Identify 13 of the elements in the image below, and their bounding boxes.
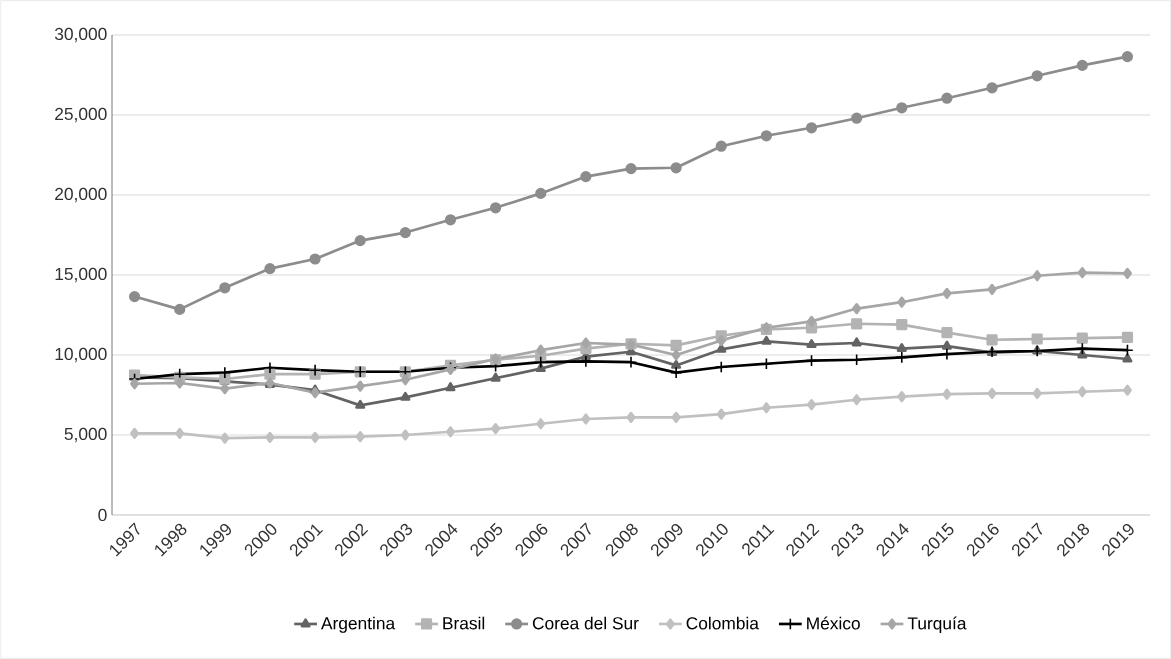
- legend-label: Argentina: [321, 616, 396, 633]
- legend-label: Brasil: [443, 616, 485, 630]
- legend-label: Turquía: [907, 616, 967, 633]
- y-tick-label: 5,000: [64, 427, 107, 443]
- y-tick-label: 25,000: [55, 107, 107, 123]
- y-tick-label: 20,000: [55, 187, 107, 203]
- legend-label: Colombia: [686, 616, 759, 630]
- y-tick-label: 0: [98, 508, 107, 522]
- legend-label: Corea del Sur: [532, 616, 639, 630]
- y-tick-label: 30,000: [54, 27, 107, 43]
- y-tick-label: 15,000: [55, 267, 107, 283]
- y-tick-label: 10,000: [55, 347, 107, 363]
- legend-label: México: [807, 616, 860, 630]
